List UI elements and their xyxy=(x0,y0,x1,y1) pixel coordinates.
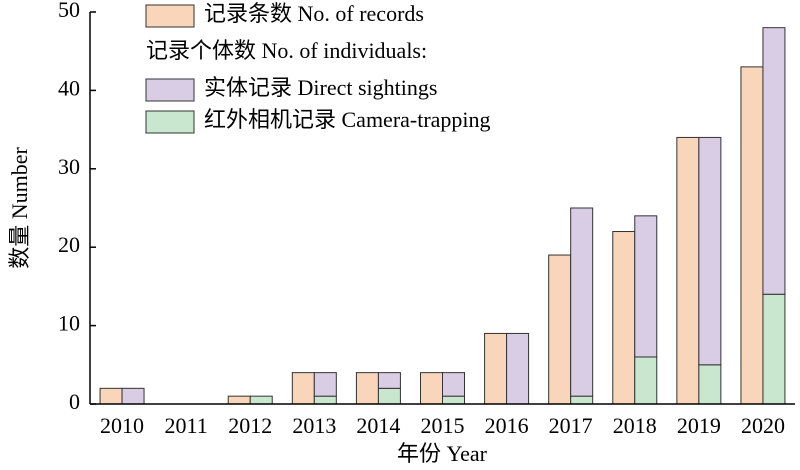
bar xyxy=(570,207,594,397)
x-tick-label: 2014 xyxy=(356,413,400,438)
bar xyxy=(99,387,123,405)
bar xyxy=(506,332,530,405)
x-tick-label: 2015 xyxy=(421,413,465,438)
legend-label: 实体记录 Direct sightings xyxy=(204,75,437,100)
x-axis-label: 年份 Year xyxy=(397,441,488,466)
y-tick-label: 30 xyxy=(58,154,80,179)
y-tick-label: 50 xyxy=(58,0,80,22)
bar xyxy=(484,332,508,405)
bar xyxy=(420,372,443,405)
y-tick-label: 10 xyxy=(58,311,80,336)
bar xyxy=(355,372,379,405)
bar xyxy=(313,395,337,405)
legend-label: 记录条数 No. of records xyxy=(204,1,424,26)
legend-swatch xyxy=(145,78,195,102)
legend-subtitle: 记录个体数 No. of individuals: xyxy=(146,38,427,63)
x-tick-label: 2019 xyxy=(677,413,721,438)
y-tick-label: 20 xyxy=(58,232,80,257)
bar xyxy=(377,372,401,389)
bar xyxy=(442,395,465,405)
x-tick-label: 2017 xyxy=(549,413,593,438)
bar xyxy=(698,364,722,405)
bar xyxy=(442,372,465,397)
bar xyxy=(634,356,658,405)
y-axis-label: 数量 Number xyxy=(7,147,32,269)
x-tick-label: 2013 xyxy=(292,413,336,438)
legend-label: 红外相机记录 Camera-trapping xyxy=(204,107,491,132)
legend-swatch xyxy=(145,4,195,28)
x-tick-label: 2020 xyxy=(741,413,785,438)
bar xyxy=(227,395,251,405)
bar xyxy=(612,231,636,405)
bar xyxy=(377,387,401,405)
bar xyxy=(740,66,764,405)
legend-swatch xyxy=(145,110,195,134)
bar xyxy=(570,395,594,405)
bar xyxy=(548,254,572,405)
bar xyxy=(291,372,315,405)
bar xyxy=(762,27,786,295)
bar xyxy=(121,387,145,405)
bar xyxy=(676,136,700,405)
bar xyxy=(313,372,337,397)
bar xyxy=(249,395,273,405)
x-tick-label: 2010 xyxy=(100,413,144,438)
x-tick-label: 2011 xyxy=(165,413,208,438)
x-tick-label: 2018 xyxy=(613,413,657,438)
x-tick-label: 2016 xyxy=(485,413,529,438)
bar xyxy=(698,136,722,366)
bar xyxy=(762,293,786,405)
bar xyxy=(634,215,658,358)
y-tick-label: 0 xyxy=(69,389,80,414)
x-tick-label: 2012 xyxy=(228,413,272,438)
y-tick-label: 40 xyxy=(58,75,80,100)
